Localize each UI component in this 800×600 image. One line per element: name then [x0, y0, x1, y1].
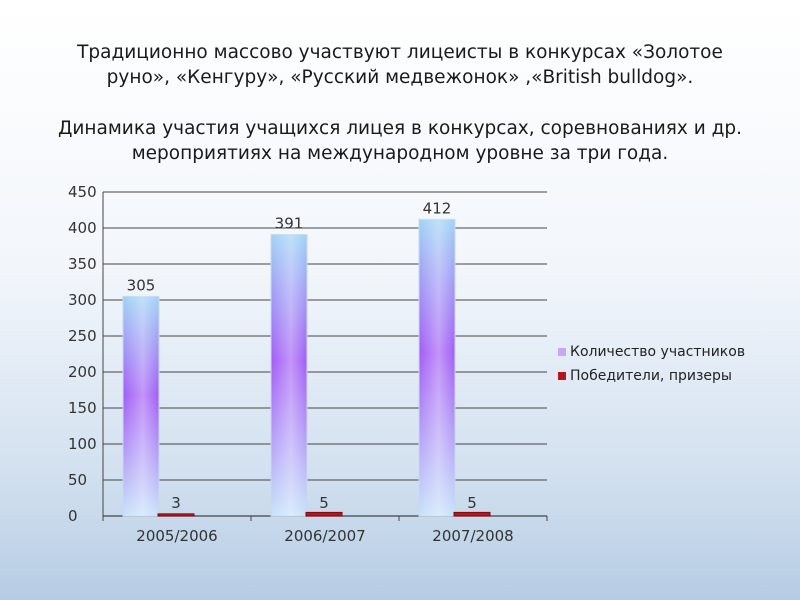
- bar-winners: [157, 513, 195, 517]
- y-tick-label: 50: [68, 471, 87, 489]
- data-label-winners: 5: [319, 494, 329, 512]
- page-title: Традиционно массово участвуют лицеисты в…: [20, 40, 780, 166]
- legend-label: Количество участников: [570, 344, 745, 360]
- y-tick-label: 200: [68, 363, 97, 381]
- x-tick-label: 2006/2007: [284, 527, 365, 545]
- data-labels: 305 3 391 5 412 5: [127, 199, 477, 512]
- x-tick-label: 2007/2008: [432, 527, 513, 545]
- x-axis: 2005/2006 2006/2007 2007/2008: [102, 516, 548, 545]
- bars: [122, 218, 491, 517]
- legend-swatch: [558, 348, 566, 356]
- data-label-winners: 5: [467, 494, 477, 512]
- y-tick-label: 400: [68, 219, 97, 237]
- title-line-2: руно», «Кенгуру», «Русский медвежонок» ,…: [106, 67, 694, 88]
- y-tick-label: 250: [68, 327, 97, 345]
- legend-swatch: [558, 372, 566, 380]
- bar-shine: [419, 219, 455, 517]
- bar-winners: [305, 511, 343, 517]
- data-label-participants: 391: [275, 214, 304, 232]
- y-tick-label: 450: [68, 183, 97, 201]
- title-line-4: мероприятиях на международном уровне за …: [131, 143, 669, 164]
- gridlines: [103, 191, 547, 517]
- y-tick-label: 0: [68, 507, 78, 525]
- y-tick-label: 300: [68, 291, 97, 309]
- legend: Количество участников Победители, призеры: [558, 344, 745, 384]
- y-tick-label: 100: [68, 435, 97, 453]
- data-label-participants: 305: [127, 276, 156, 294]
- y-tick-label: 350: [68, 255, 97, 273]
- bar-winners: [453, 511, 491, 517]
- data-label-winners: 3: [171, 494, 181, 512]
- title-line-3: Динамика участия учащихся лицея в конкур…: [57, 118, 743, 139]
- x-tick-label: 2005/2006: [136, 527, 217, 545]
- data-label-participants: 412: [423, 199, 452, 217]
- bar-shine: [123, 296, 159, 516]
- legend-label: Победители, призеры: [570, 368, 732, 384]
- bar-shine: [271, 234, 307, 517]
- title-line-1: Традиционно массово участвуют лицеисты в…: [77, 42, 723, 63]
- y-tick-label: 150: [68, 399, 97, 417]
- y-axis: 0 50 100 150 200 250 300 350 400 450: [68, 183, 104, 525]
